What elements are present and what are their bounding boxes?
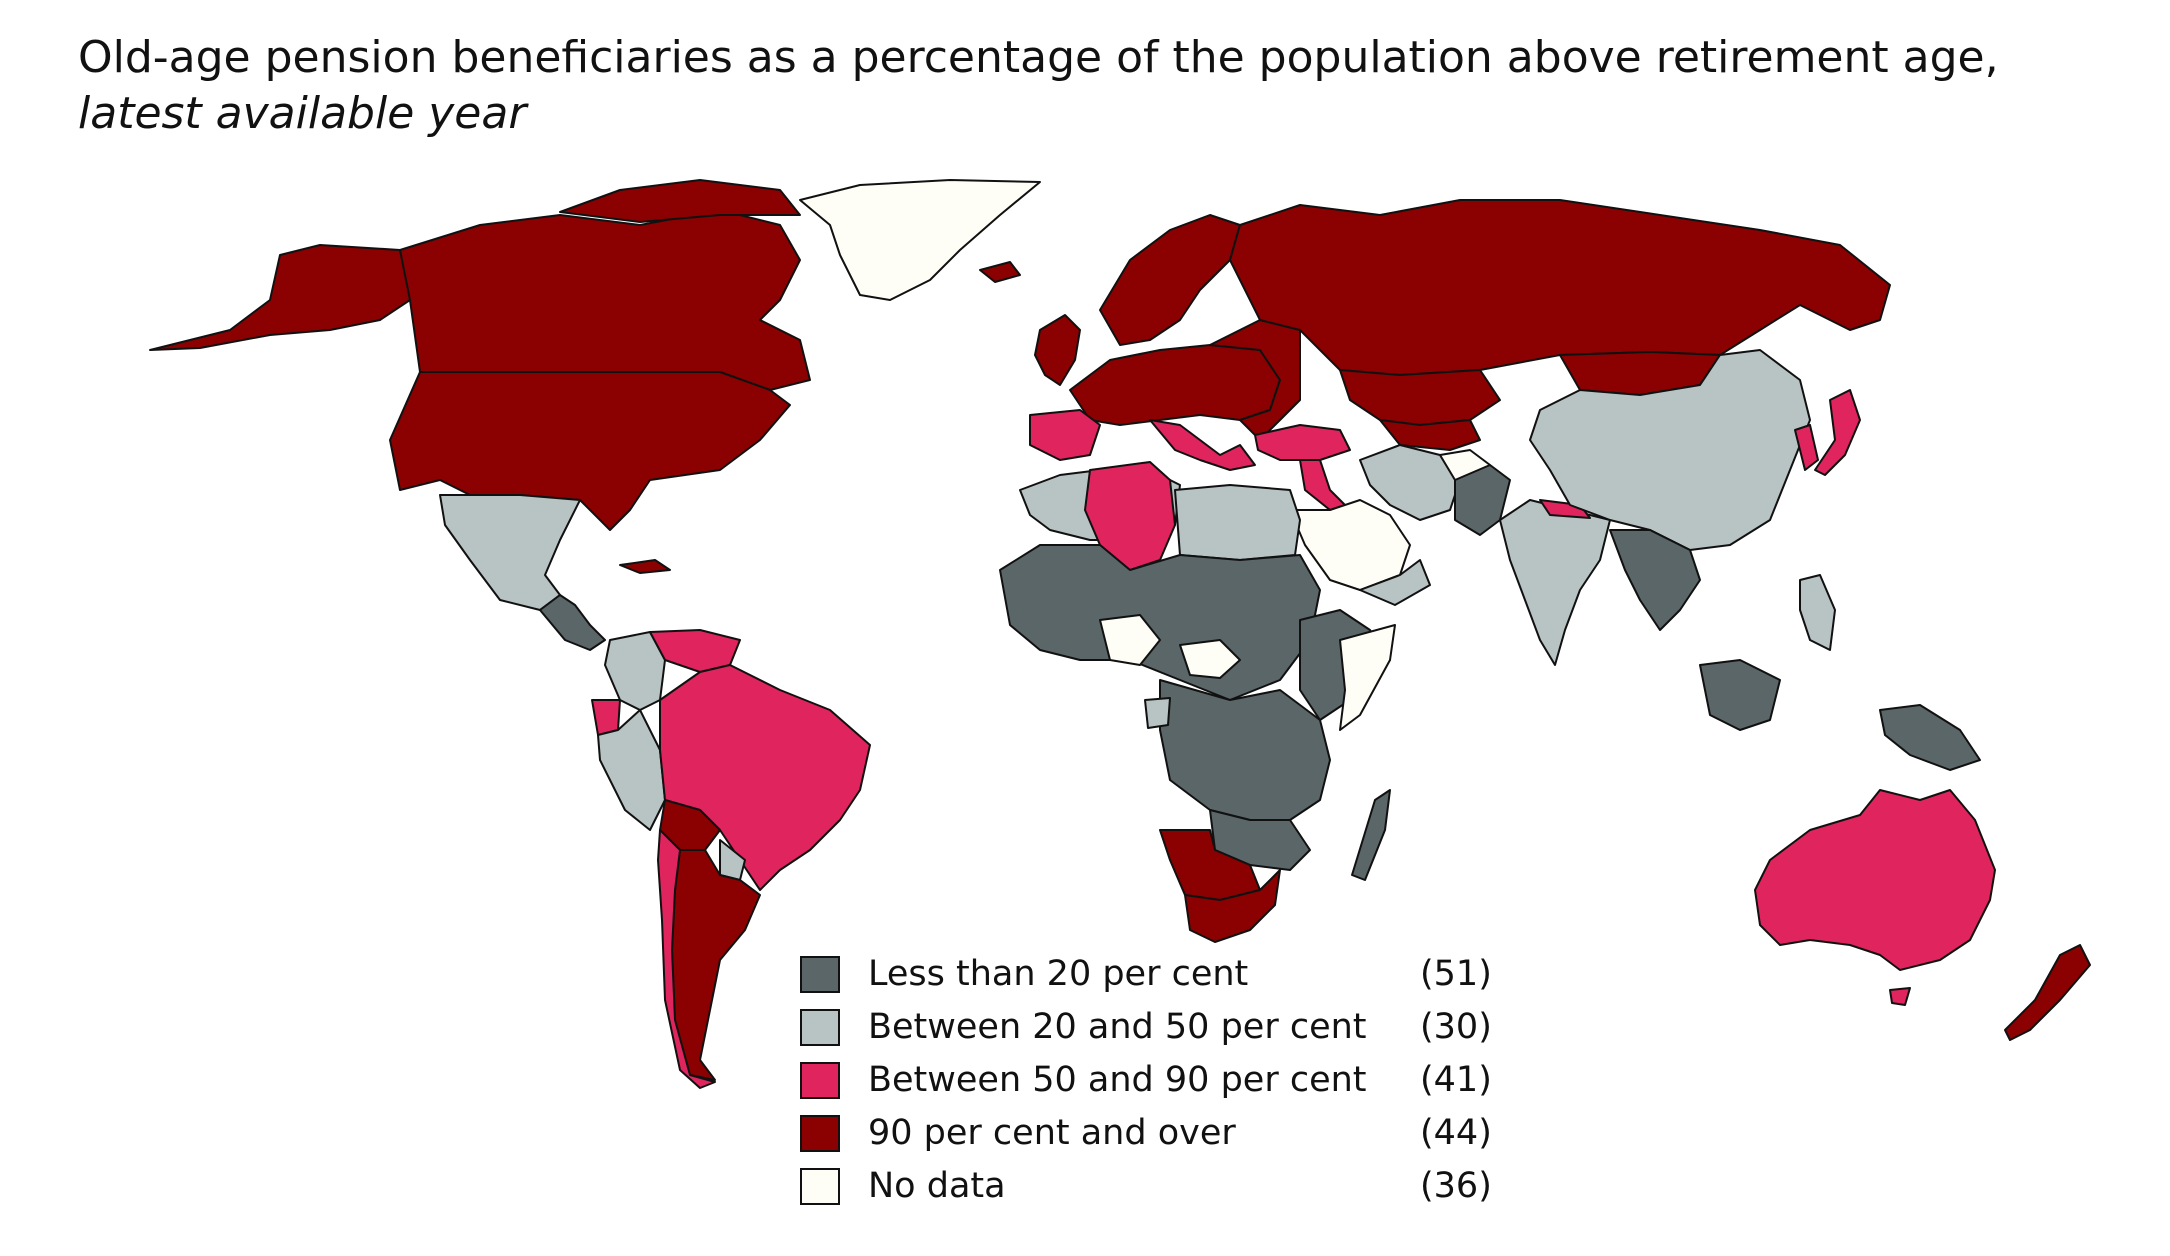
- region-japan: [1814, 389, 1861, 476]
- legend-label: Between 20 and 50 per cent: [868, 1007, 1367, 1047]
- legend-item-nodata: No data (36): [800, 1162, 1520, 1215]
- region-central-africa-nodata: [1179, 639, 1241, 679]
- region-sahel: [999, 544, 1321, 701]
- region-cuba: [619, 559, 671, 574]
- region-indonesia: [1699, 659, 1781, 731]
- region-iceland: [979, 261, 1021, 283]
- region-nepal: [1539, 499, 1591, 519]
- region-central-america: [539, 594, 606, 651]
- region-western-europe: [1069, 344, 1281, 426]
- legend-count: (41): [1420, 1060, 1492, 1100]
- region-egypt-libya: [1174, 484, 1301, 561]
- region-india: [1499, 499, 1611, 666]
- region-tasmania: [1889, 987, 1911, 1006]
- map-legend: Less than 20 per cent (51) Between 20 an…: [800, 950, 1520, 1215]
- legend-count: (51): [1420, 954, 1492, 994]
- title-line-1: Old-age pension beneficiaries as a perce…: [78, 32, 1999, 83]
- legend-item-lt20: Less than 20 per cent (51): [800, 950, 1520, 1003]
- legend-swatch: [800, 1168, 840, 1205]
- region-yemen-oman: [1359, 559, 1431, 606]
- legend-count: (36): [1420, 1166, 1492, 1206]
- legend-label: 90 per cent and over: [868, 1113, 1236, 1153]
- region-somalia: [1339, 624, 1396, 731]
- legend-label: No data: [868, 1166, 1006, 1206]
- region-kazakhstan: [1339, 369, 1501, 426]
- region-new-zealand: [2004, 944, 2091, 1041]
- legend-swatch: [800, 956, 840, 993]
- region-turkey: [1254, 424, 1351, 461]
- title-line-2: latest available year: [78, 88, 527, 139]
- legend-swatch: [800, 1009, 840, 1046]
- region-canada: [399, 209, 811, 391]
- region-china: [1529, 349, 1811, 551]
- map-title: Old-age pension beneficiaries as a perce…: [78, 30, 2118, 142]
- region-australia: [1754, 789, 1996, 971]
- region-uk-ireland: [1034, 314, 1081, 386]
- region-congo-basin: [1159, 679, 1331, 821]
- region-iran: [1359, 444, 1461, 521]
- region-png: [1879, 704, 1981, 771]
- region-south-africa: [1184, 869, 1281, 943]
- region-gabon: [1144, 697, 1171, 729]
- region-canada-arctic-islands: [559, 179, 801, 223]
- region-scandinavia: [1099, 214, 1241, 346]
- legend-swatch: [800, 1115, 840, 1152]
- region-usa: [389, 371, 791, 531]
- legend-swatch: [800, 1062, 840, 1099]
- region-mexico: [439, 494, 581, 611]
- legend-label: Between 50 and 90 per cent: [868, 1060, 1367, 1100]
- region-levant: [1299, 459, 1346, 511]
- region-philippines: [1799, 574, 1836, 651]
- region-korea: [1794, 424, 1819, 471]
- region-west-africa-nodata: [1099, 614, 1161, 666]
- legend-count: (30): [1420, 1007, 1492, 1047]
- region-russia: [1229, 199, 1891, 376]
- region-iberia: [1029, 409, 1101, 461]
- region-arabia: [1289, 499, 1411, 591]
- region-italy-balkans: [1149, 419, 1256, 471]
- region-madagascar: [1351, 789, 1391, 881]
- legend-label: Less than 20 per cent: [868, 954, 1249, 994]
- legend-item-b20-50: Between 20 and 50 per cent (30): [800, 1003, 1520, 1056]
- region-argentina: [671, 849, 761, 1081]
- region-greenland: [799, 179, 1041, 301]
- legend-count: (44): [1420, 1113, 1492, 1153]
- region-southeast-asia: [1609, 529, 1701, 631]
- region-alaska: [149, 244, 421, 351]
- legend-item-ge90: 90 per cent and over (44): [800, 1109, 1520, 1162]
- legend-item-b50-90: Between 50 and 90 per cent (41): [800, 1056, 1520, 1109]
- region-chile: [657, 829, 716, 1089]
- region-central-asia: [1379, 419, 1481, 451]
